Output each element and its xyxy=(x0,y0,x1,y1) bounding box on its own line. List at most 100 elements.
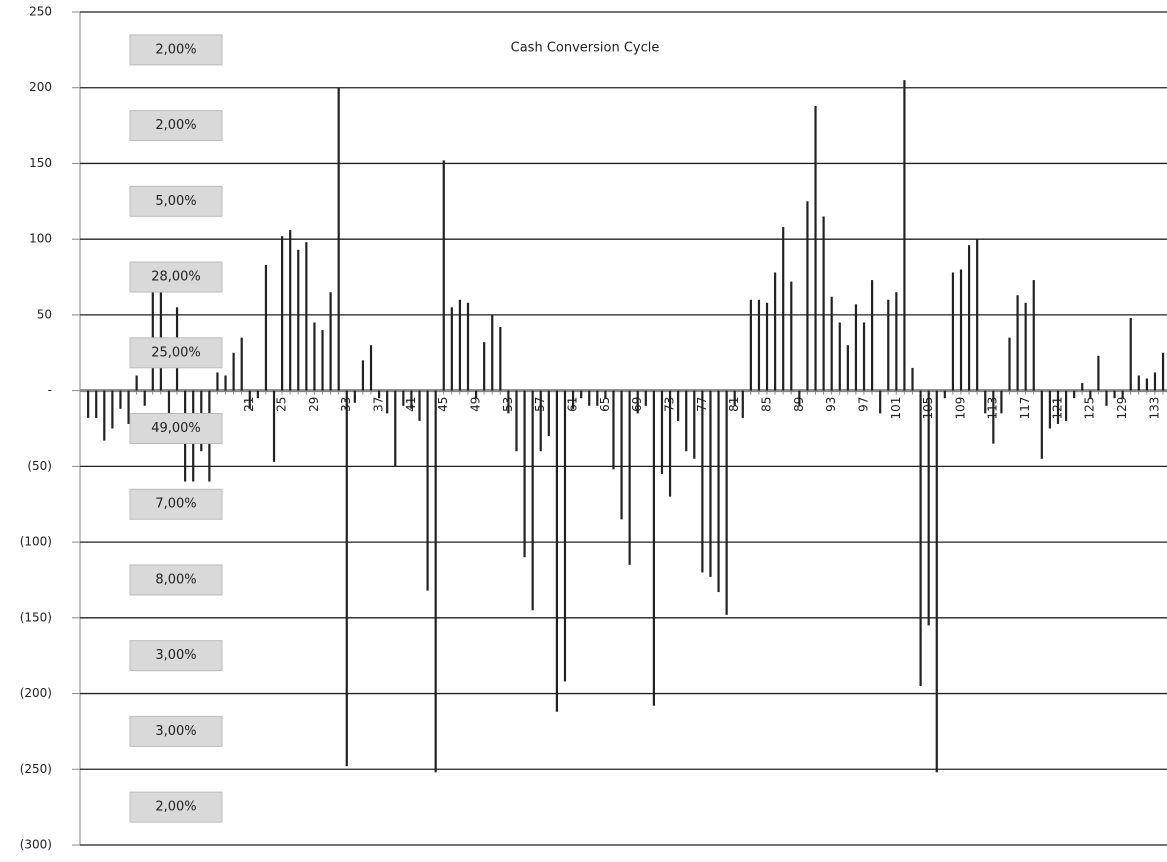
annotation: 7,00% xyxy=(129,488,223,520)
bar xyxy=(127,390,130,424)
bar xyxy=(1016,295,1019,391)
bar xyxy=(1024,302,1027,391)
annotation: 2,00% xyxy=(129,34,223,66)
bar xyxy=(757,299,761,391)
y-tick-label: 50 xyxy=(37,307,52,321)
x-tick-label: 25 xyxy=(275,397,289,412)
annotation-box xyxy=(129,413,223,444)
bar xyxy=(749,299,752,391)
y-tick-label: (300) xyxy=(20,838,52,852)
bar xyxy=(1008,337,1011,391)
bar xyxy=(701,390,704,573)
bar xyxy=(111,390,114,429)
annotation-text: 3,00% xyxy=(155,648,196,663)
annotation-box xyxy=(129,110,223,142)
bar xyxy=(297,249,300,391)
bar xyxy=(256,390,259,399)
annotation-text: 28,00% xyxy=(151,270,201,285)
x-tick-label: 97 xyxy=(856,397,870,412)
bar xyxy=(976,239,979,391)
bar xyxy=(523,390,526,558)
annotation-box xyxy=(129,185,223,217)
bar xyxy=(660,390,664,474)
bar xyxy=(539,390,542,452)
bar xyxy=(563,390,567,682)
y-tick-label: (250) xyxy=(20,762,52,776)
bar xyxy=(1040,390,1043,459)
bar xyxy=(1056,390,1060,424)
x-tick-label: 29 xyxy=(307,397,321,412)
bar xyxy=(135,375,138,391)
y-tick-label: (150) xyxy=(20,610,52,624)
bar xyxy=(927,390,930,626)
bar xyxy=(765,302,769,391)
bar xyxy=(846,345,849,391)
bar xyxy=(774,272,777,391)
bar xyxy=(903,80,906,391)
annotation-text: 8,00% xyxy=(155,572,196,587)
y-tick-label: - xyxy=(48,383,52,397)
bar xyxy=(555,390,559,712)
y-tick-label: 200 xyxy=(29,80,52,94)
bar xyxy=(426,390,429,591)
bar xyxy=(911,367,914,391)
bar xyxy=(402,390,405,406)
x-tick-label: 109 xyxy=(953,397,967,420)
bar xyxy=(515,390,518,452)
x-tick-label: 125 xyxy=(1083,397,1097,420)
x-tick-label: 45 xyxy=(436,397,450,412)
bar xyxy=(741,390,744,418)
bar xyxy=(499,327,502,391)
annotation-box xyxy=(129,261,223,293)
annotation-text: 2,00% xyxy=(155,42,196,57)
bar xyxy=(959,269,963,391)
bar xyxy=(103,390,106,441)
bar xyxy=(272,390,276,462)
bar xyxy=(474,390,478,399)
bar xyxy=(967,245,971,391)
bar xyxy=(353,390,356,403)
x-tick-label: 133 xyxy=(1147,397,1161,420)
annotation-box xyxy=(129,791,223,823)
bar xyxy=(1145,378,1148,391)
bar xyxy=(919,390,922,686)
bar xyxy=(790,281,793,391)
bar xyxy=(822,216,825,391)
bar xyxy=(248,390,251,409)
bar xyxy=(87,390,90,418)
bar xyxy=(216,372,219,391)
bar xyxy=(143,390,146,406)
bar xyxy=(337,87,340,391)
bar xyxy=(1129,317,1132,391)
bar xyxy=(1097,355,1100,391)
bar xyxy=(531,390,534,611)
bar xyxy=(224,375,227,391)
bar xyxy=(313,322,316,391)
bar xyxy=(782,227,785,391)
bar xyxy=(1032,280,1035,391)
y-tick-label: (50) xyxy=(27,459,52,473)
annotation: 2,00% xyxy=(129,791,223,823)
annotation-text: 49,00% xyxy=(151,421,201,436)
bar xyxy=(1105,390,1108,406)
annotation: 49,00% xyxy=(129,413,223,444)
bar xyxy=(491,314,494,391)
y-tick-label: 250 xyxy=(29,5,52,19)
y-tick-label: (200) xyxy=(20,686,52,700)
bar xyxy=(895,292,898,391)
annotation-text: 2,00% xyxy=(155,800,196,815)
bar xyxy=(943,390,946,399)
bar xyxy=(547,390,550,437)
bar xyxy=(798,390,801,406)
annotation: 3,00% xyxy=(129,640,223,672)
bar xyxy=(854,304,858,391)
bar xyxy=(361,360,365,391)
bar xyxy=(394,390,397,467)
bar xyxy=(281,236,284,391)
bar xyxy=(693,390,696,459)
bar xyxy=(232,352,235,391)
bar xyxy=(644,390,647,406)
x-tick-label: 101 xyxy=(889,397,903,420)
x-tick-label: 85 xyxy=(759,397,773,412)
